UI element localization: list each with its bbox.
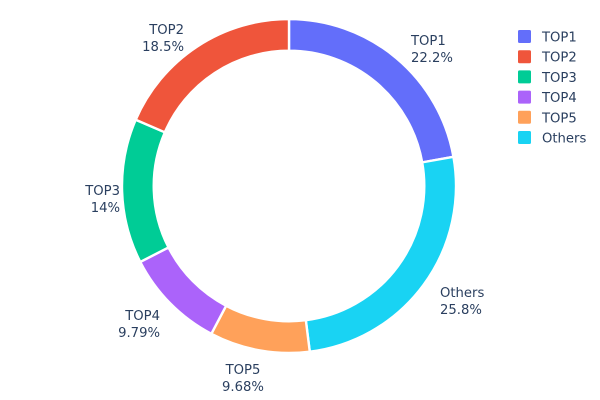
pie-slice-top2[interactable]	[134, 17, 291, 134]
legend-swatch-top3	[518, 70, 531, 84]
legend-label-top2: TOP2	[541, 51, 577, 66]
slice-label-top2-name: TOP2	[148, 23, 184, 38]
slice-label-top3: TOP3 14%	[84, 184, 120, 216]
pie-slice-top3[interactable]	[120, 118, 170, 264]
slice-label-top1: TOP1 22.2%	[410, 34, 453, 66]
legend-label-top4: TOP4	[541, 91, 577, 106]
slice-label-top1-name: TOP1	[410, 34, 446, 49]
legend-swatch-others	[518, 131, 531, 144]
slice-label-top2-percent: 18.5%	[142, 40, 184, 55]
slice-label-top4-name: TOP4	[124, 309, 160, 324]
legend-label-others: Others	[542, 132, 586, 147]
legend-item-others[interactable]: Others	[518, 131, 586, 147]
slice-label-top3-name: TOP3	[84, 184, 120, 199]
legend-item-top3[interactable]: TOP3	[518, 70, 577, 86]
slice-label-top1-percent: 22.2%	[411, 51, 453, 66]
legend-label-top3: TOP3	[541, 71, 577, 86]
slice-label-top4: TOP4 9.79%	[118, 309, 160, 341]
legend-label-top1: TOP1	[541, 31, 577, 46]
legend-item-top4[interactable]: TOP4	[518, 90, 577, 107]
slice-label-others: Others 25.8%	[440, 286, 484, 318]
pie-slice-others[interactable]	[304, 155, 458, 353]
pie-slice-top5[interactable]	[210, 304, 311, 355]
slice-label-top4-percent: 9.79%	[118, 326, 160, 341]
slice-label-top2: TOP2 18.5%	[142, 23, 184, 55]
slice-label-top5: TOP5 9.68%	[222, 363, 264, 395]
legend-swatch-top4	[518, 90, 531, 104]
legend-swatch-top2	[518, 50, 531, 64]
slice-label-top5-name: TOP5	[225, 363, 261, 378]
slice-label-others-name: Others	[440, 286, 484, 301]
slice-label-group: TOP1 22.2% TOP2 18.5% TOP3 14% TOP4 9.79…	[84, 23, 484, 395]
slice-label-top5-percent: 9.68%	[222, 380, 264, 395]
legend-item-top5[interactable]: TOP5	[518, 110, 577, 127]
slice-label-top3-percent: 14%	[91, 201, 120, 216]
legend-swatch-top5	[518, 110, 531, 124]
legend-swatch-top1	[518, 30, 531, 43]
legend-item-top2[interactable]: TOP2	[518, 50, 577, 66]
legend-label-top5: TOP5	[541, 111, 577, 126]
slice-label-others-percent: 25.8%	[440, 303, 482, 318]
pie-slices	[120, 17, 458, 355]
legend: TOP1 TOP2 TOP3 TOP4 TOP5 Others	[518, 30, 586, 147]
legend-item-top1[interactable]: TOP1	[518, 30, 577, 46]
